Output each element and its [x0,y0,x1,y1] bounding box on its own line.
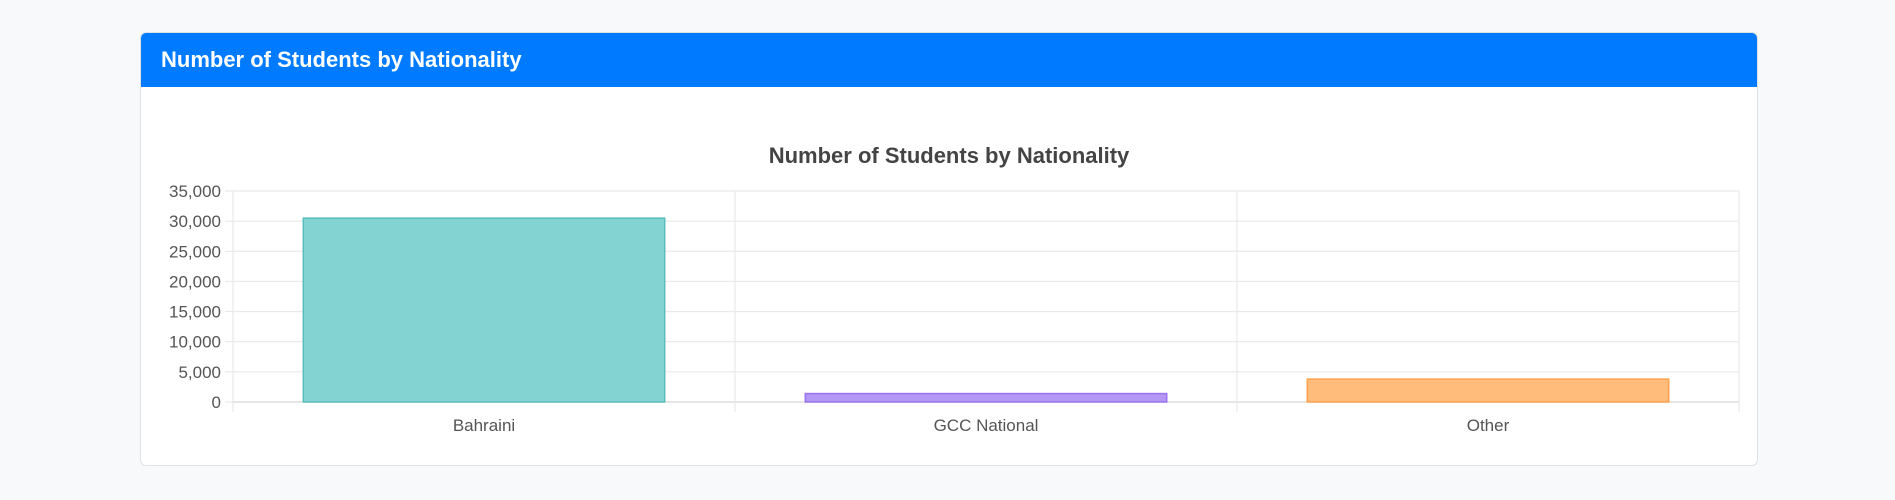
bar-other[interactable] [1306,378,1670,403]
y-tick-label: 0 [212,393,221,412]
y-tick-label: 15,000 [169,303,221,322]
chart-card: Number of Students by Nationality Number… [140,32,1758,466]
x-axis-ticks: Bahraini GCC National Other [453,416,1510,435]
x-tick-label: Bahraini [453,416,515,435]
y-tick-label: 10,000 [169,333,221,352]
card-header-title: Number of Students by Nationality [141,33,1757,87]
chart-container: Number of Students by Nationality 0 5,000… [141,87,1757,465]
y-axis-ticks: 0 5,000 10,000 15,000 20,000 25,000 30,000 35,0… [169,182,221,412]
bar-gcc-national[interactable] [804,392,1168,403]
x-tick-label: GCC National [934,416,1039,435]
bar-bahraini[interactable] [302,217,666,403]
y-tick-label: 5,000 [178,363,221,382]
bar-chart: Number of Students by Nationality 0 5,000… [169,143,1740,435]
chart-title: Number of Students by Nationality [769,143,1130,168]
chart-bars [302,217,1670,403]
y-tick-label: 35,000 [169,182,221,201]
x-tick-label: Other [1467,416,1510,435]
y-tick-label: 30,000 [169,212,221,231]
y-tick-label: 20,000 [169,272,221,291]
y-tick-label: 25,000 [169,242,221,261]
